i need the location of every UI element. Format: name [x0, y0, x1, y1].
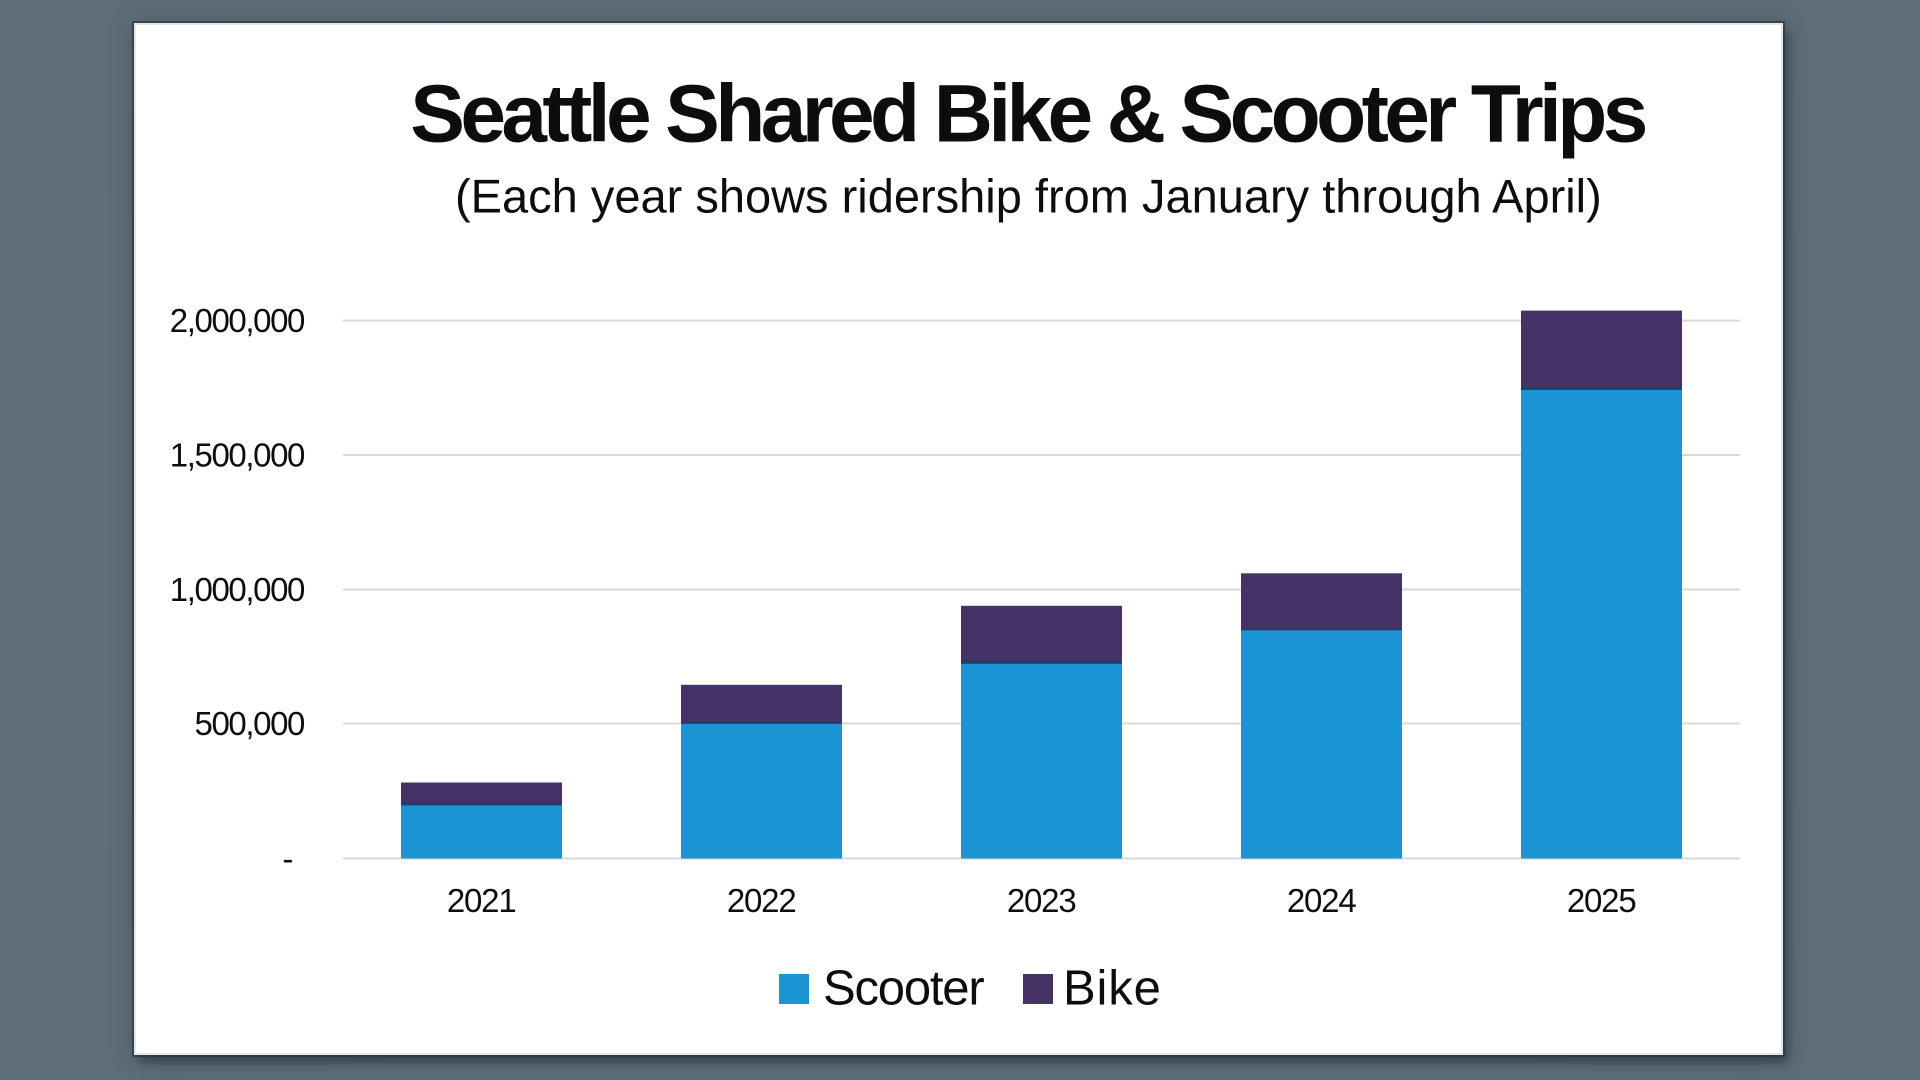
- svg-text:Bike: Bike: [1063, 962, 1162, 1016]
- svg-text:1,000,000: 1,000,000: [170, 571, 305, 608]
- svg-text:Scooter: Scooter: [823, 962, 984, 1016]
- svg-text:2,000,000: 2,000,000: [170, 302, 305, 339]
- svg-text:2024: 2024: [1287, 882, 1356, 919]
- svg-text:1,500,000: 1,500,000: [170, 436, 305, 473]
- svg-text:Seattle Shared Bike & Scooter: Seattle Shared Bike & Scooter Trips: [410, 69, 1645, 160]
- svg-text:500,000: 500,000: [195, 705, 306, 742]
- svg-text:2023: 2023: [1007, 882, 1076, 919]
- svg-text:-: -: [282, 840, 292, 877]
- svg-text:2025: 2025: [1567, 882, 1636, 919]
- svg-text:2021: 2021: [447, 882, 516, 919]
- svg-text:(Each year shows ridership fro: (Each year shows ridership from January …: [455, 170, 1602, 223]
- svg-text:2022: 2022: [727, 882, 796, 919]
